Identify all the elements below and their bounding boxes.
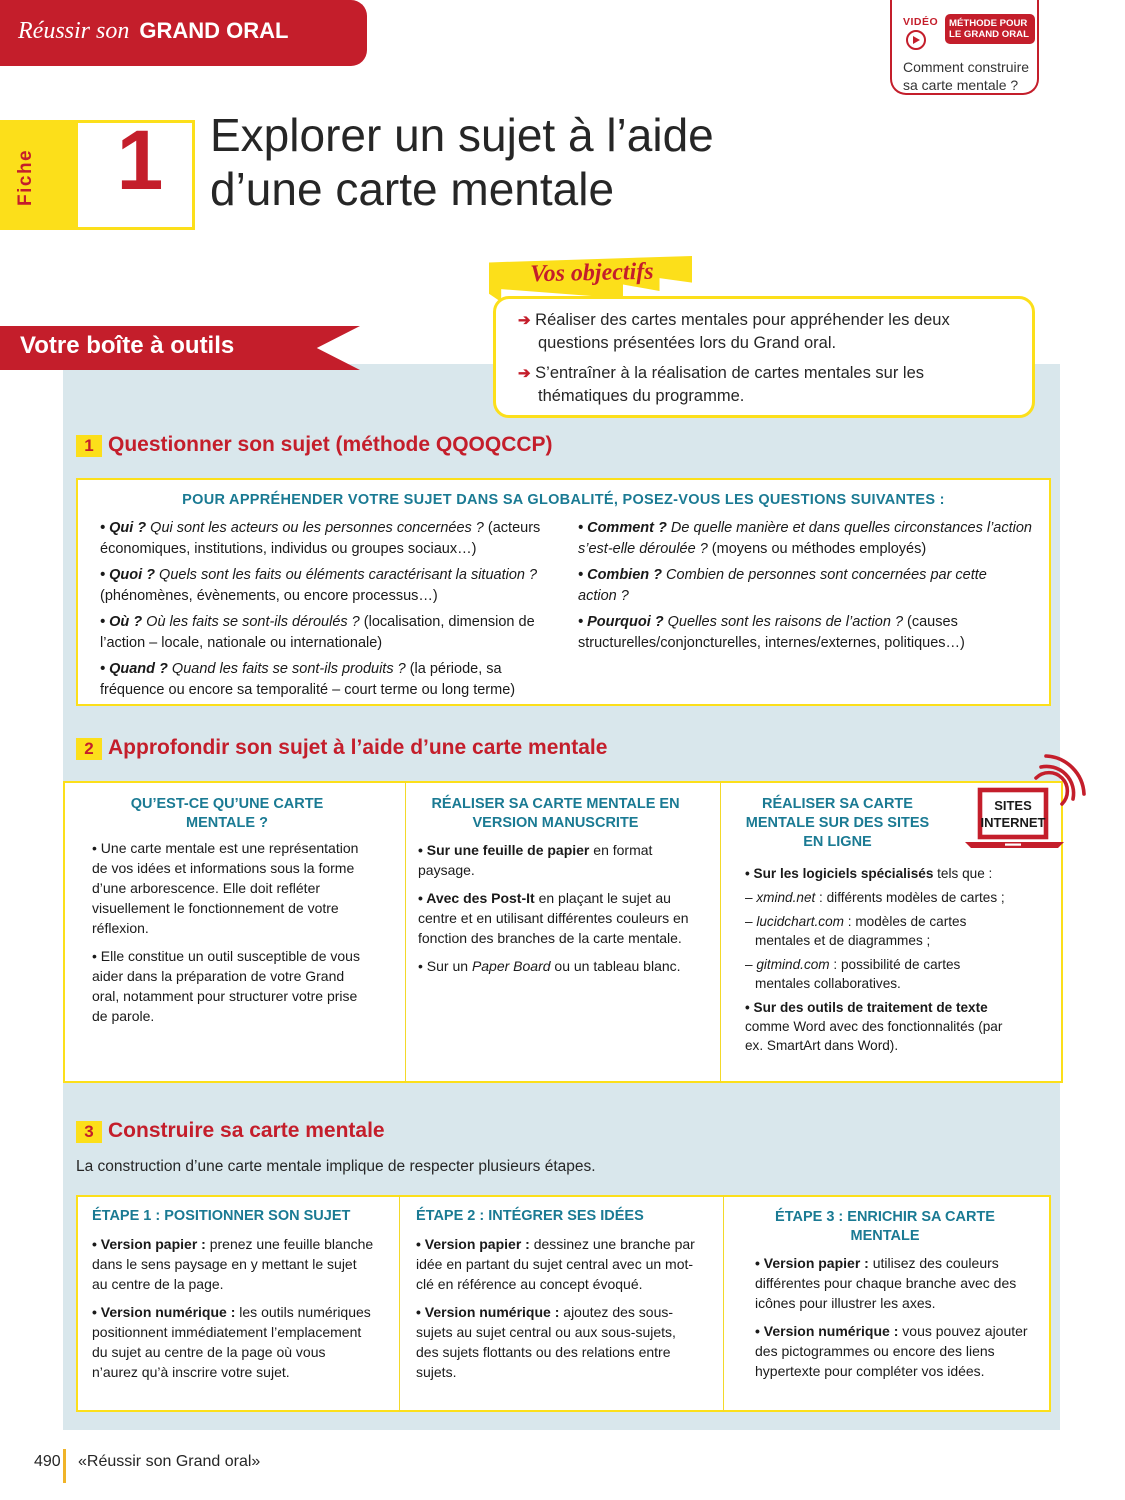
svg-text:INTERNET: INTERNET <box>981 815 1046 830</box>
svg-text:SITES: SITES <box>994 798 1032 813</box>
